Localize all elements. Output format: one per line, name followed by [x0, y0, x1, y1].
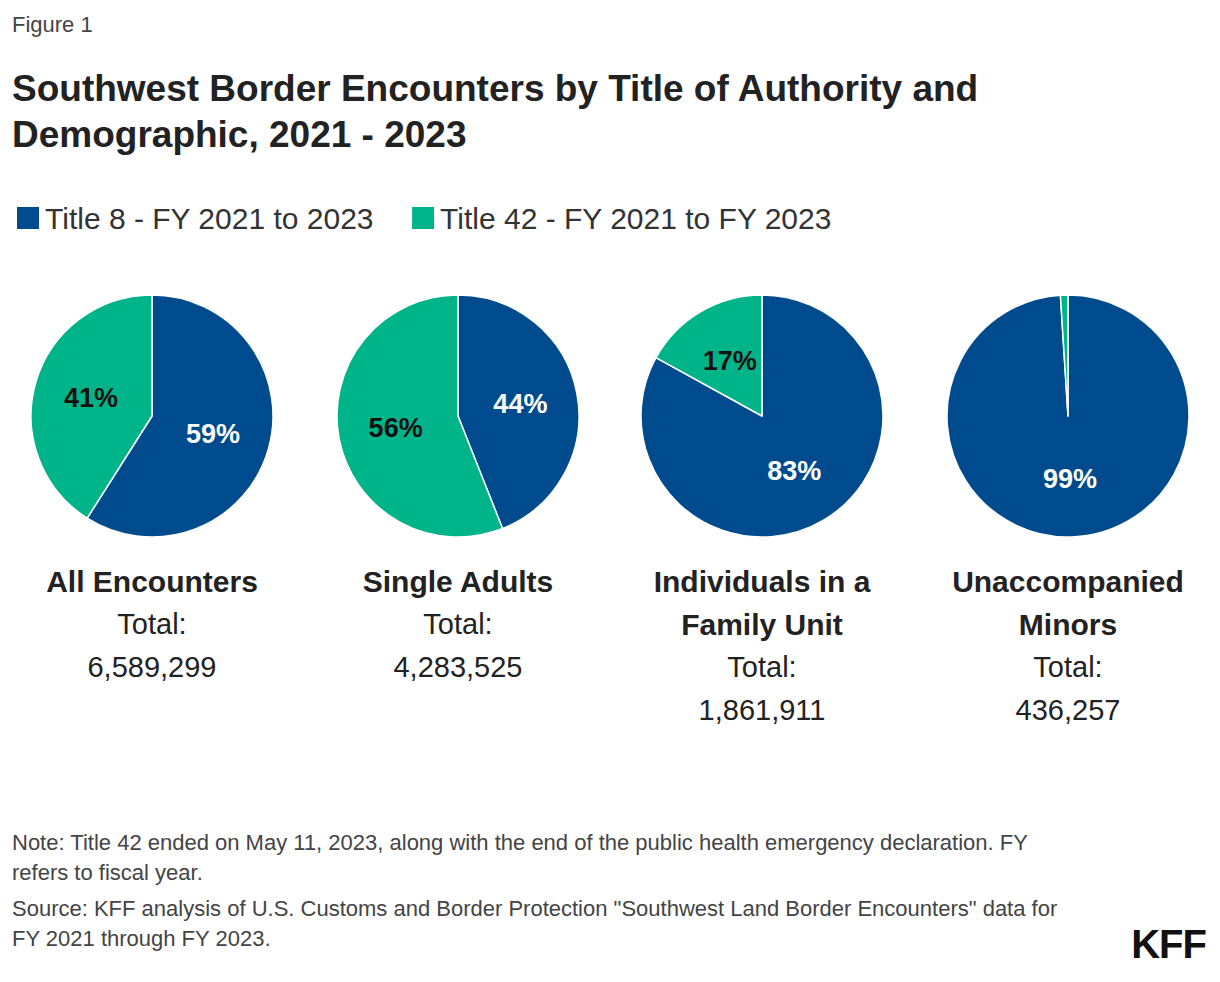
- html-text:4,283,525: 4,283,525: [393, 651, 523, 683]
- svg-text:Title 42 - FY 2021 to FY 2023: Title 42 - FY 2021 to FY 2023: [440, 202, 831, 235]
- html-text:1,861,911: 1,861,911: [698, 694, 826, 726]
- html-text:All Encounters: All Encounters: [46, 565, 258, 598]
- svg-text:83%: 83%: [767, 456, 821, 486]
- html-text:Total:: Total:: [423, 608, 493, 640]
- html-text:Total:: Total:: [1033, 651, 1103, 683]
- svg-text:59%: 59%: [186, 419, 240, 449]
- html-text:Total:: Total:: [727, 651, 797, 683]
- html-text:Single Adults: Single Adults: [362, 565, 554, 598]
- html-text:Southwest Border Encounters by: Southwest Border Encounters by Title of …: [12, 68, 979, 155]
- html-text:Figure 1: Figure 1: [12, 12, 93, 37]
- svg-text:41%: 41%: [64, 383, 118, 413]
- svg-text:56%: 56%: [369, 413, 423, 443]
- html-text:436,257: 436,257: [1015, 694, 1121, 726]
- html-text:Total:: Total:: [117, 608, 187, 640]
- svg-text:44%: 44%: [493, 389, 547, 419]
- html-text:6,589,299: 6,589,299: [87, 651, 217, 683]
- svg-text:17%: 17%: [703, 346, 757, 376]
- html-text:Note: Title 42 ended on May 11: Note: Title 42 ended on May 11, 2023, al…: [12, 830, 1028, 885]
- html-text:Unaccompanied Minors: Unaccompanied Minors: [952, 565, 1184, 641]
- html-text:Individuals in a Family Unit: Individuals in a Family Unit: [653, 565, 871, 641]
- svg-text:Title 8 - FY 2021 to 2023: Title 8 - FY 2021 to 2023: [45, 202, 374, 235]
- svg-text:99%: 99%: [1043, 464, 1097, 494]
- html-text:Source: KFF analysis of U.S. C: Source: KFF analysis of U.S. Customs and…: [12, 896, 1058, 951]
- html-text:KFF: KFF: [1131, 922, 1206, 966]
